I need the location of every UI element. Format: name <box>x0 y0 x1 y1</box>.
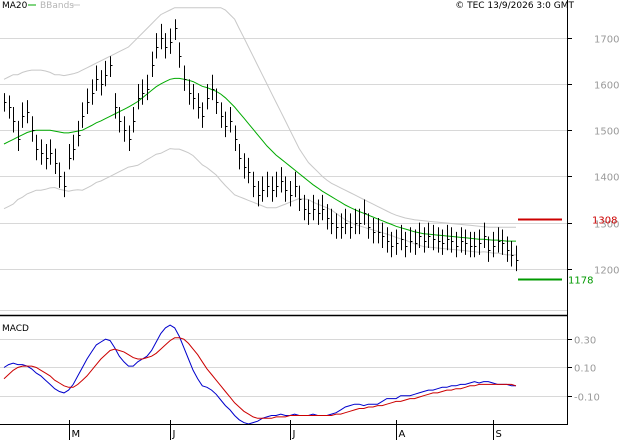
price-tick-label: 1200 <box>594 266 619 277</box>
month-tick-label: S <box>496 429 502 440</box>
support-label: 1178 <box>568 276 593 287</box>
month-tick-label: A <box>399 429 406 440</box>
price-levels: 1308 1178 <box>518 216 617 287</box>
ohlc-bars <box>4 19 519 272</box>
price-panel <box>0 0 567 315</box>
bbands-lower <box>3 148 516 256</box>
price-tick-label: 1400 <box>594 173 619 184</box>
macd-title: MACD <box>2 324 29 334</box>
month-tick-label: M <box>72 429 81 440</box>
price-y-axis: 1200 1300 1400 1500 1600 1700 <box>567 35 619 277</box>
month-tick-label: J <box>292 429 296 440</box>
price-grid <box>0 38 567 311</box>
bollinger-bands <box>3 7 516 256</box>
ma-legend-label: MA20 <box>2 1 28 11</box>
ma20-line <box>3 77 516 242</box>
price-tick-label: 1600 <box>594 81 619 92</box>
price-tick-label: 1700 <box>594 35 619 46</box>
macd-lines <box>3 324 517 425</box>
bbands-legend-label: BBands <box>40 1 74 11</box>
signal-line <box>3 337 517 419</box>
macd-tick-label: -0.10 <box>574 393 600 404</box>
price-tick-label: 1500 <box>594 127 619 138</box>
copyright-text: © TEC 13/9/2026 3:0 GMT <box>455 1 574 11</box>
macd-y-axis: 0.30 0.10 -0.10 <box>567 336 600 404</box>
ma20-path <box>3 77 516 242</box>
macd-tick-label: 0.30 <box>574 336 596 347</box>
resistance-label: 1308 <box>592 216 617 227</box>
macd-tick-label: 0.10 <box>574 364 596 375</box>
price-tick-label: 1300 <box>594 220 619 231</box>
macd-grid <box>0 339 567 397</box>
macd-line <box>3 324 516 425</box>
bbands-upper <box>3 7 516 228</box>
month-tick-label: J <box>172 429 176 440</box>
